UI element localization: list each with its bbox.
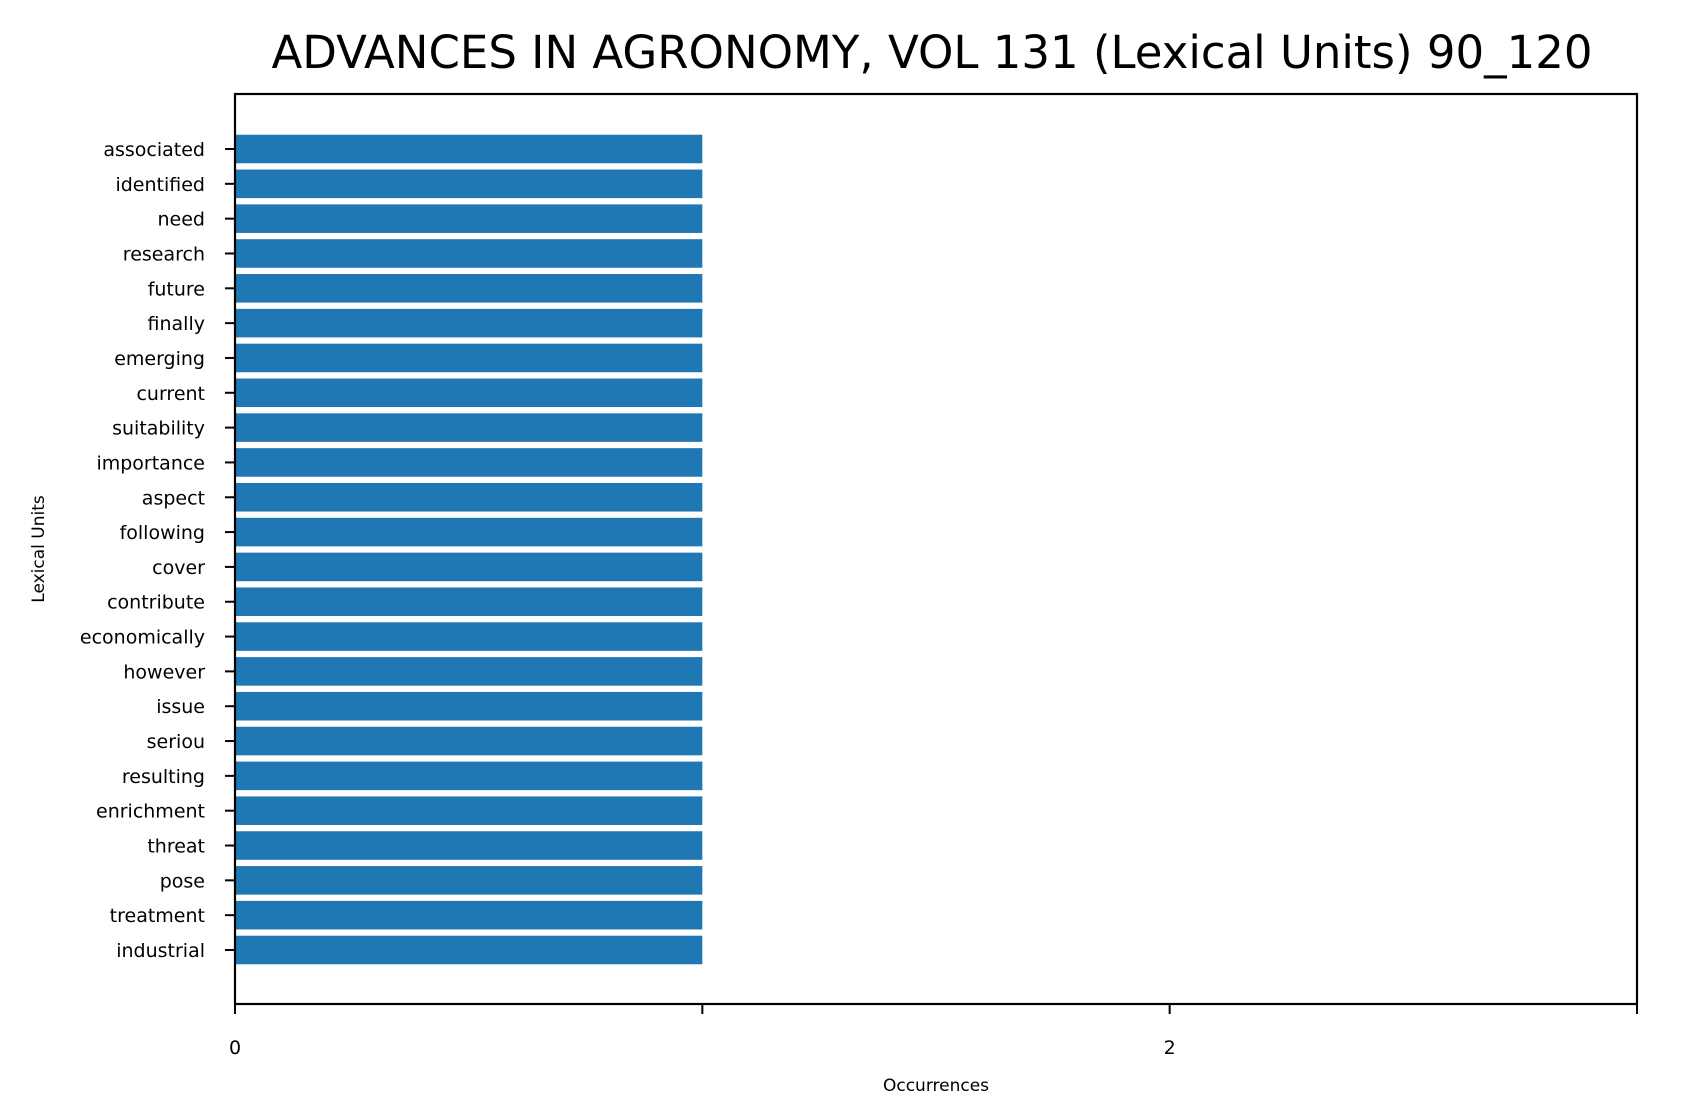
y-tick-label: industrial [116, 940, 205, 962]
y-tick-label: pose [160, 870, 205, 892]
bars-group [235, 134, 703, 965]
plot-frame [233, 92, 1639, 1006]
y-tick-label: enrichment [96, 801, 205, 823]
bar [235, 517, 703, 547]
y-tick-label: contribute [107, 592, 205, 614]
bar [235, 622, 703, 651]
y-tick-label: importance [96, 452, 205, 474]
y-tick-label: aspect [142, 487, 205, 509]
bar [235, 378, 703, 408]
y-tick-label: associated [103, 139, 205, 161]
y-tick-label: suitability [112, 418, 205, 440]
bar [235, 831, 703, 860]
bar [235, 587, 703, 617]
y-tick-label: identified [115, 174, 205, 196]
y-tick-label: research [123, 243, 205, 265]
y-axis-label: Lexical Units [29, 495, 49, 603]
bar [235, 900, 703, 930]
y-tick-label: current [136, 383, 205, 405]
y-tick-label: however [123, 661, 205, 683]
chart-title: ADVANCES IN AGRONOMY, VOL 131 (Lexical U… [271, 26, 1592, 79]
bar [235, 691, 703, 721]
bar [235, 935, 703, 965]
y-tick-label: cover [152, 557, 205, 579]
bar [235, 726, 703, 756]
y-tick-label: treatment [110, 905, 205, 927]
y-tick-label: resulting [122, 766, 205, 788]
y-tick-label: economically [80, 627, 205, 649]
bar [235, 239, 703, 268]
bar [235, 657, 703, 686]
x-axis-label: Occurrences [883, 1076, 989, 1096]
bar [235, 482, 703, 512]
bar [235, 552, 703, 582]
y-tick-label: seriou [147, 731, 205, 753]
bar [235, 169, 703, 199]
bar [235, 343, 703, 373]
y-tick-label: threat [147, 836, 205, 858]
y-axis-ticks: associated identified need research future fi… [80, 139, 235, 962]
x-tick-label: 0 [229, 1037, 241, 1059]
bar [235, 866, 703, 895]
y-tick-label: future [148, 278, 205, 300]
x-tick-label: 2 [1164, 1037, 1176, 1059]
bar [235, 761, 703, 791]
y-tick-label: emerging [114, 348, 205, 370]
bar [235, 134, 703, 164]
y-tick-label: finally [148, 313, 205, 335]
bar [235, 308, 703, 338]
y-tick-label: need [158, 209, 205, 231]
bar [235, 204, 703, 233]
bar [235, 274, 703, 303]
bar [235, 413, 703, 442]
bar [235, 796, 703, 825]
bar [235, 448, 703, 477]
y-tick-label: following [120, 522, 205, 544]
y-tick-label: issue [156, 696, 205, 718]
